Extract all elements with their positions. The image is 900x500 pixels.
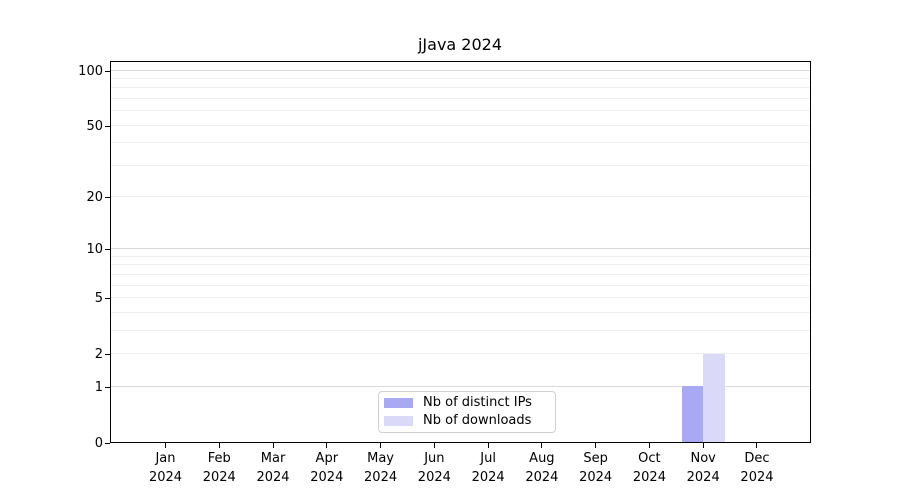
x-tick (756, 443, 758, 448)
y-gridline-minor (111, 98, 810, 100)
y-tick-label: 0 (94, 435, 103, 451)
y-gridline-minor (111, 297, 810, 299)
x-tick-label-aug-2024: Aug 2024 (525, 451, 559, 485)
y-tick (105, 298, 110, 300)
plot-area: Nb of distinct IPs Nb of downloads (110, 61, 811, 443)
y-tick-label: 100 (78, 63, 103, 79)
x-tick-label-dec-2024: Dec 2024 (740, 451, 774, 485)
chart-title: jJava 2024 (417, 35, 503, 54)
legend-item-downloads: Nb of downloads (384, 413, 548, 429)
y-tick-label: 5 (94, 291, 103, 307)
y-gridline-minor (111, 311, 810, 313)
y-gridline-minor (111, 196, 810, 198)
y-tick-label: 50 (86, 118, 103, 134)
y-tick (105, 442, 110, 444)
x-tick (487, 443, 489, 448)
y-gridline-minor (111, 273, 810, 275)
y-tick-label: 10 (86, 242, 103, 258)
y-gridline-major (111, 69, 810, 71)
y-gridline-minor (111, 329, 810, 331)
x-tick-label-jan-2024: Jan 2024 (148, 451, 183, 485)
x-tick-label-jun-2024: Jun 2024 (417, 451, 451, 485)
y-gridline-minor (111, 284, 810, 286)
x-tick-label-mar-2024: Mar 2024 (256, 451, 290, 485)
legend-swatch-downloads (384, 416, 413, 426)
x-tick-label-may-2024: May 2024 (364, 451, 398, 485)
x-tick-label-sep-2024: Sep 2024 (579, 451, 613, 485)
x-tick (648, 443, 650, 448)
x-tick (702, 443, 704, 448)
y-tick-label: 1 (94, 379, 103, 395)
x-tick (433, 443, 435, 448)
legend-label-downloads: Nb of downloads (423, 413, 532, 428)
y-gridline-minor (111, 352, 810, 354)
y-gridline-minor (111, 124, 810, 126)
y-gridline-major (111, 248, 810, 250)
x-tick (380, 443, 382, 448)
y-tick (105, 125, 110, 127)
x-tick (165, 443, 166, 448)
y-tick (105, 70, 110, 72)
x-tick (218, 443, 220, 448)
x-tick-label-oct-2024: Oct 2024 (632, 451, 666, 485)
y-gridline-minor (111, 87, 810, 89)
y-tick-label: 2 (94, 346, 103, 362)
y-tick (105, 249, 110, 251)
x-tick (326, 443, 328, 448)
y-gridline-minor (111, 110, 810, 112)
y-gridline-minor (111, 255, 810, 257)
x-tick (595, 443, 597, 448)
y-gridline-minor (111, 264, 810, 266)
y-tick-label: 20 (86, 190, 103, 206)
x-tick-label-apr-2024: Apr 2024 (310, 451, 344, 485)
bar-nb-of-distinct-ips-nov-2024 (681, 386, 704, 442)
y-gridline-minor (111, 142, 810, 144)
x-tick-label-nov-2024: Nov 2024 (686, 451, 720, 485)
y-gridline-minor (111, 164, 810, 166)
legend: Nb of distinct IPs Nb of downloads (378, 391, 556, 433)
y-gridline-major (111, 385, 810, 387)
y-tick (105, 353, 110, 355)
legend-item-distinct-ips: Nb of distinct IPs (384, 395, 548, 411)
x-tick-label-feb-2024: Feb 2024 (202, 451, 236, 485)
legend-swatch-distinct-ips (384, 398, 413, 408)
x-tick (541, 443, 543, 448)
legend-label-distinct-ips: Nb of distinct IPs (423, 395, 532, 410)
bar-nb-of-downloads-nov-2024 (703, 353, 725, 442)
y-tick (105, 386, 110, 388)
x-tick-label-jul-2024: Jul 2024 (471, 451, 505, 485)
y-tick (105, 197, 110, 199)
x-tick (272, 443, 274, 448)
y-gridline-minor (111, 78, 810, 80)
